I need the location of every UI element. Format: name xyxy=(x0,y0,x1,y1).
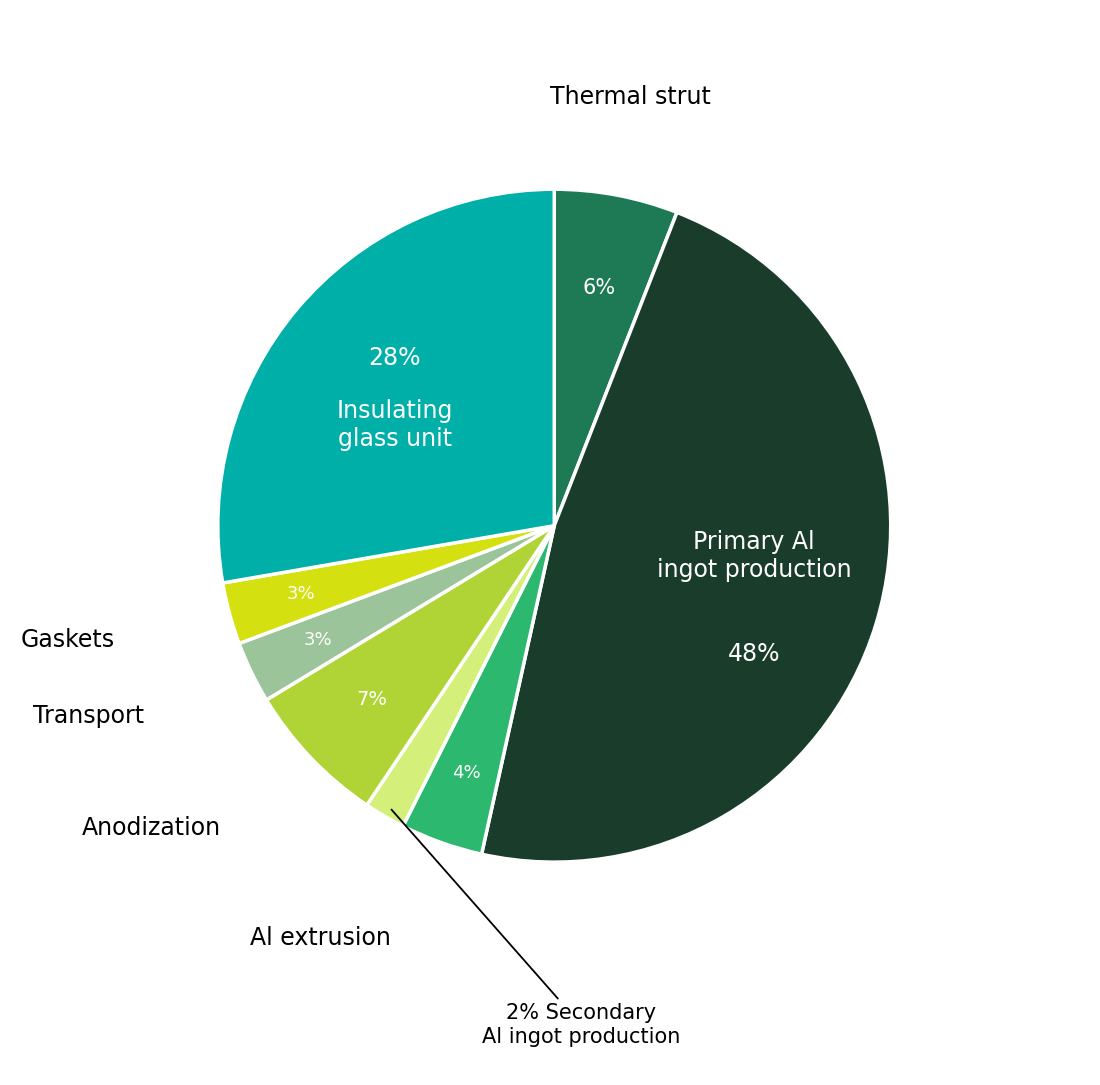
Text: 6%: 6% xyxy=(583,278,616,297)
Text: Al extrusion: Al extrusion xyxy=(250,926,390,949)
Text: Insulating
glass unit: Insulating glass unit xyxy=(337,399,453,451)
Text: Transport: Transport xyxy=(33,704,144,728)
Text: 48%: 48% xyxy=(727,641,780,666)
Wedge shape xyxy=(554,189,676,525)
Text: 4%: 4% xyxy=(452,764,481,782)
Text: 3%: 3% xyxy=(287,585,316,603)
Text: Primary Al
ingot production: Primary Al ingot production xyxy=(657,531,851,582)
Wedge shape xyxy=(482,213,891,863)
Text: 3%: 3% xyxy=(304,631,332,649)
Text: 7%: 7% xyxy=(356,690,387,710)
Text: Thermal strut: Thermal strut xyxy=(550,85,711,108)
Wedge shape xyxy=(403,525,554,854)
Wedge shape xyxy=(366,525,554,826)
Wedge shape xyxy=(222,525,554,643)
Text: 2% Secondary
Al ingot production: 2% Secondary Al ingot production xyxy=(392,809,681,1047)
Text: 28%: 28% xyxy=(368,346,421,370)
Wedge shape xyxy=(218,189,554,583)
Wedge shape xyxy=(239,525,554,700)
Text: Gaskets: Gaskets xyxy=(21,628,116,652)
Text: Anodization: Anodization xyxy=(81,816,221,840)
Wedge shape xyxy=(266,525,554,805)
